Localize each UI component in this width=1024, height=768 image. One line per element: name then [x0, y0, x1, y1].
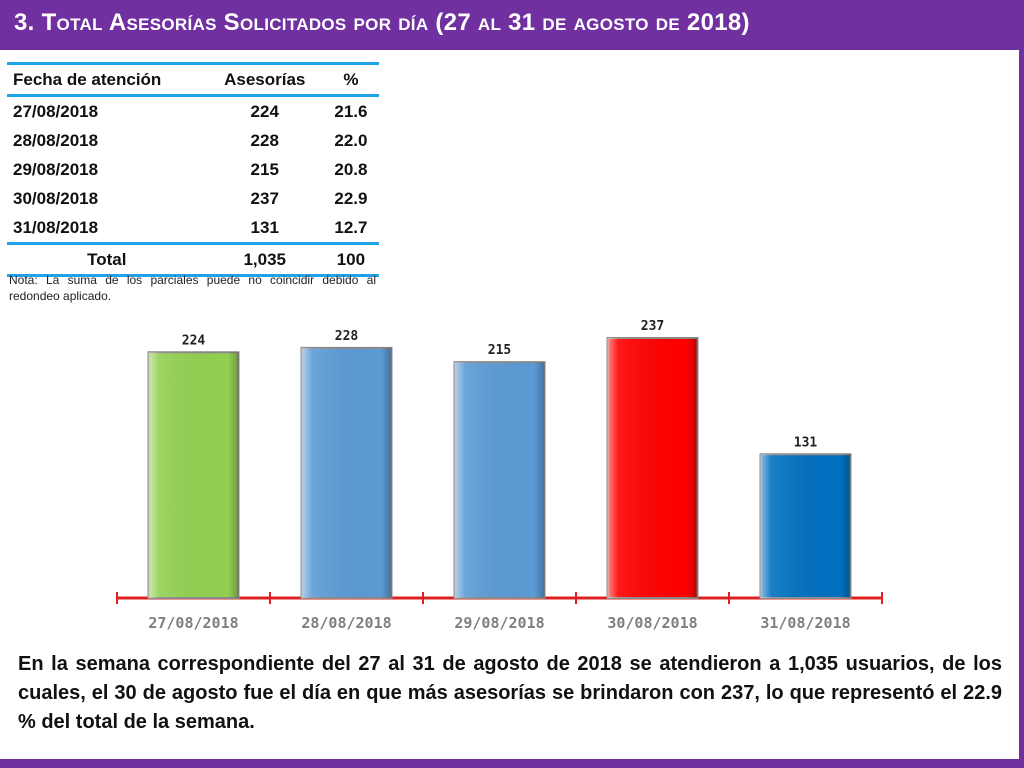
table-row: 28/08/2018 228 22.0: [7, 126, 379, 155]
table-row: 29/08/2018 215 20.8: [7, 155, 379, 184]
bar-chart: 224 27/08/2018 228 28/08/2018 215 29/08/2018 2…: [116, 319, 883, 632]
summary-text: En la semana correspondiente del 27 al 3…: [18, 653, 1002, 733]
cell-count: 228: [250, 130, 279, 150]
bar-highlight: [301, 347, 392, 598]
total-label: Total: [87, 249, 127, 269]
header-fecha: Fecha de atención: [13, 69, 162, 89]
cell-date: 29/08/2018: [13, 159, 99, 179]
table-note: Nota: La suma de los parciales puede no …: [9, 273, 376, 303]
cell-date: 27/08/2018: [13, 101, 99, 121]
right-accent-bar: [1019, 50, 1024, 759]
cell-count: 131: [250, 217, 279, 237]
cell-percent: 22.0: [334, 130, 368, 150]
x-tick-label: 29/08/2018: [454, 614, 544, 632]
page-title: 3. Total Asesorías Solicitados por día (…: [14, 9, 750, 36]
table-header-row: Fecha de atención Asesorías %: [7, 63, 379, 96]
cell-count: 224: [250, 101, 279, 121]
cell-date: 30/08/2018: [13, 188, 99, 208]
bar-highlight: [148, 352, 239, 598]
bar-highlight: [607, 338, 698, 598]
data-label: 228: [335, 329, 359, 344]
bar-highlight: [760, 454, 851, 598]
header-asesorias: Asesorías: [224, 69, 306, 89]
cell-count: 215: [250, 159, 279, 179]
data-table: Fecha de atención Asesorías % 27/08/2018…: [7, 62, 379, 277]
cell-percent: 20.8: [334, 159, 368, 179]
data-label: 131: [794, 435, 818, 450]
table-total-row: Total 1,035 100: [7, 243, 379, 276]
table-row: 27/08/2018 224 21.6: [7, 96, 379, 127]
data-label: 224: [182, 333, 206, 348]
data-label: 215: [488, 343, 511, 358]
total-percent: 100: [336, 249, 366, 269]
table-row: 30/08/2018 237 22.9: [7, 184, 379, 213]
header-percent: %: [343, 69, 359, 89]
bar-highlight: [454, 362, 545, 598]
table-row: 31/08/2018 131 12.7: [7, 213, 379, 244]
cell-percent: 21.6: [334, 101, 368, 121]
cell-percent: 12.7: [334, 217, 368, 237]
x-tick-label: 27/08/2018: [148, 614, 238, 632]
x-tick-label: 31/08/2018: [760, 614, 850, 632]
x-tick-label: 30/08/2018: [607, 614, 697, 632]
x-tick-label: 28/08/2018: [301, 614, 391, 632]
cell-count: 237: [250, 188, 279, 208]
total-count: 1,035: [243, 249, 286, 269]
title-bar: 3. Total Asesorías Solicitados por día (…: [0, 0, 1024, 50]
data-label: 237: [641, 319, 664, 334]
cell-date: 31/08/2018: [13, 217, 99, 237]
cell-percent: 22.9: [334, 188, 368, 208]
cell-date: 28/08/2018: [13, 130, 99, 150]
bottom-accent-bar: [0, 759, 1024, 768]
